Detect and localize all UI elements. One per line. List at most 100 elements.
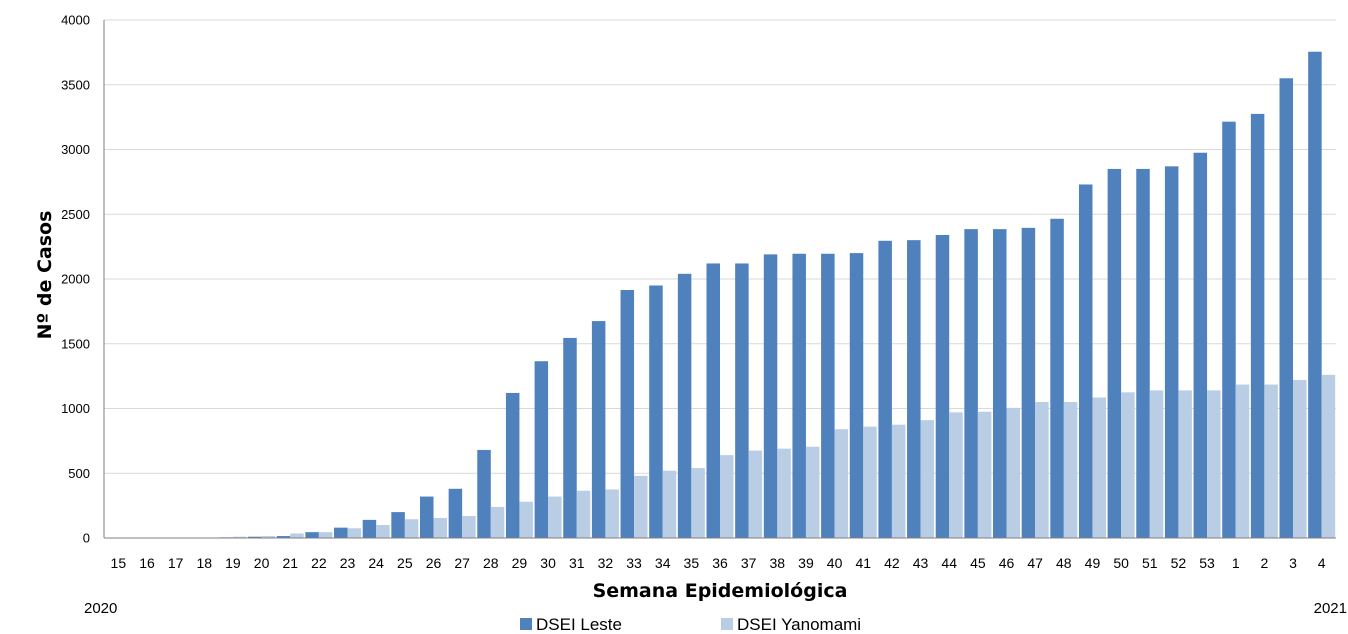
bar-dsei-yanomami xyxy=(347,528,362,538)
bar-dsei-yanomami xyxy=(662,470,677,538)
bar-dsei-yanomami xyxy=(634,475,648,538)
y-tick-label: 3500 xyxy=(61,77,90,92)
bar-dsei-yanomami xyxy=(490,506,505,538)
bar-dsei-yanomami xyxy=(1035,402,1049,538)
bar-dsei-yanomami xyxy=(605,489,619,538)
bar-dsei-yanomami xyxy=(720,455,734,538)
x-tick-label: 48 xyxy=(1056,555,1072,571)
x-tick-label: 17 xyxy=(168,555,184,571)
bar-dsei-leste xyxy=(907,240,921,538)
x-tick-label: 23 xyxy=(340,555,356,571)
bar-dsei-yanomami xyxy=(1149,390,1164,538)
bar-dsei-yanomami xyxy=(805,446,820,538)
bar-dsei-yanomami xyxy=(290,533,304,538)
x-tick-label: 16 xyxy=(139,555,155,571)
bar-dsei-yanomami xyxy=(691,468,705,538)
bar-dsei-leste xyxy=(391,512,405,538)
year-label-end: 2021 xyxy=(1314,600,1347,617)
x-tick-label: 4 xyxy=(1318,555,1326,571)
bar-dsei-yanomami xyxy=(462,515,476,538)
x-tick-label: 32 xyxy=(598,555,614,571)
x-tick-label: 43 xyxy=(913,555,929,571)
x-axis-tick-labels: 15 16 17 18 19 20 21 22 23 24 25 26 27 28 29 30 31 32 33 34… xyxy=(111,555,1326,571)
y-tick-label: 0 xyxy=(83,531,90,546)
bar-dsei-leste xyxy=(993,229,1007,538)
x-tick-label: 37 xyxy=(741,555,757,571)
x-tick-label: 22 xyxy=(311,555,327,571)
y-tick-label: 4000 xyxy=(61,13,90,28)
legend-swatch-dsei-leste xyxy=(520,618,532,630)
x-tick-label: 47 xyxy=(1027,555,1043,571)
x-tick-label: 30 xyxy=(540,555,556,571)
x-tick-label: 20 xyxy=(254,555,270,571)
y-tick-label: 1000 xyxy=(61,401,90,416)
bar-dsei-leste xyxy=(448,488,463,538)
y-tick-label: 2000 xyxy=(61,272,90,287)
bar-dsei-yanomami xyxy=(318,532,333,538)
bar-dsei-leste xyxy=(505,392,520,538)
bar-dsei-leste xyxy=(649,285,663,538)
bar-dsei-leste xyxy=(563,337,577,538)
y-tick-label: 1500 xyxy=(61,336,90,351)
bar-dsei-leste xyxy=(763,254,778,538)
legend-item-dsei-leste: DSEI Leste xyxy=(520,615,622,634)
bar-dsei-yanomami xyxy=(1178,390,1192,538)
x-tick-label: 45 xyxy=(970,555,986,571)
bar-dsei-leste xyxy=(620,290,635,538)
bar-dsei-leste xyxy=(792,253,806,538)
bar-dsei-yanomami xyxy=(576,490,591,538)
legend-label-dsei-leste: DSEI Leste xyxy=(536,615,622,634)
bar-dsei-yanomami xyxy=(232,536,247,538)
bar-dsei-leste xyxy=(334,527,348,538)
bar-dsei-yanomami xyxy=(404,519,419,538)
x-tick-label: 42 xyxy=(884,555,900,571)
x-tick-label: 50 xyxy=(1113,555,1129,571)
x-tick-label: 28 xyxy=(483,555,499,571)
bar-dsei-leste xyxy=(305,532,319,538)
legend-swatch-dsei-yanomami xyxy=(721,618,733,630)
x-tick-label: 36 xyxy=(712,555,728,571)
bar-dsei-leste xyxy=(248,536,262,538)
x-tick-label: 2 xyxy=(1260,555,1268,571)
bar-dsei-yanomami xyxy=(1063,402,1078,538)
x-tick-label: 52 xyxy=(1171,555,1187,571)
bar-dsei-yanomami xyxy=(977,411,992,538)
x-tick-label: 1 xyxy=(1232,555,1240,571)
bar-dsei-leste xyxy=(534,361,549,538)
y-tick-label: 2500 xyxy=(61,207,90,222)
bar-dsei-yanomami xyxy=(433,517,447,538)
x-tick-label: 34 xyxy=(655,555,671,571)
bar-dsei-yanomami xyxy=(1207,390,1221,538)
bar-dsei-leste xyxy=(1279,78,1294,538)
bar-dsei-yanomami xyxy=(1264,384,1278,538)
bar-dsei-yanomami xyxy=(891,424,906,538)
bar-dsei-yanomami xyxy=(920,420,935,538)
bar-dsei-leste xyxy=(1050,218,1064,538)
bar-dsei-yanomami xyxy=(1235,384,1250,538)
x-tick-label: 3 xyxy=(1289,555,1297,571)
bar-dsei-yanomami xyxy=(261,536,276,538)
year-label-start: 2020 xyxy=(84,600,117,617)
bar-dsei-leste xyxy=(1107,168,1122,538)
bar-dsei-leste xyxy=(362,519,377,538)
bar-dsei-leste xyxy=(1136,168,1150,538)
x-tick-label: 19 xyxy=(225,555,241,571)
bars xyxy=(190,51,1336,539)
x-tick-label: 49 xyxy=(1085,555,1101,571)
x-tick-label: 31 xyxy=(569,555,585,571)
bar-dsei-leste xyxy=(477,449,491,538)
bar-dsei-leste xyxy=(821,253,835,538)
bar-dsei-yanomami xyxy=(1006,407,1021,538)
bar-dsei-leste xyxy=(964,229,978,538)
legend-item-dsei-yanomami: DSEI Yanomami xyxy=(721,615,861,634)
x-tick-label: 35 xyxy=(684,555,700,571)
x-tick-label: 44 xyxy=(941,555,957,571)
bar-dsei-yanomami xyxy=(949,412,963,538)
legend: DSEI Leste DSEI Yanomami xyxy=(520,615,861,634)
bar-dsei-leste xyxy=(1222,121,1236,538)
y-axis-title: Nº de Casos xyxy=(34,211,56,340)
legend-label-dsei-yanomami: DSEI Yanomami xyxy=(737,615,861,634)
bar-dsei-leste xyxy=(1308,51,1322,538)
bar-dsei-leste xyxy=(1078,184,1093,538)
